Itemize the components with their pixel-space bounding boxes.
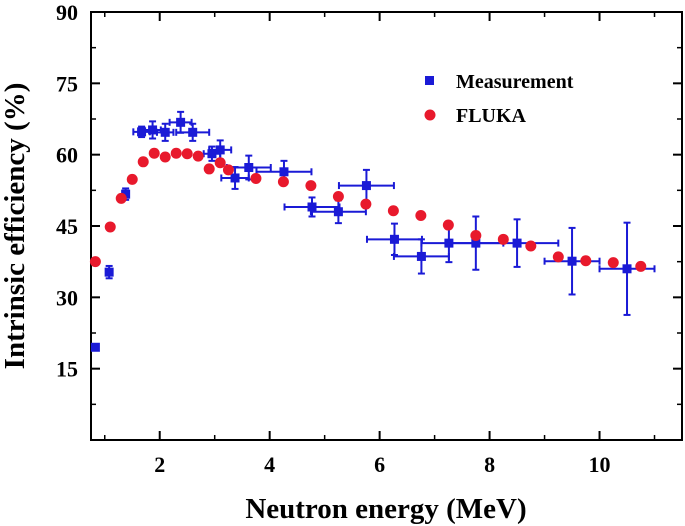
fluka-point <box>470 230 482 242</box>
y-axis-title: Intrinsic efficiency (%) <box>0 83 31 370</box>
measurement-point <box>215 145 225 155</box>
legend-measurement-marker <box>425 76 434 85</box>
legend-fluka-marker <box>424 109 436 121</box>
measurement-point <box>244 163 254 173</box>
y-tick-label: 60 <box>56 143 78 168</box>
fluka-point <box>159 151 171 163</box>
legend-measurement-label: Measurement <box>456 71 574 93</box>
fluka-point <box>137 156 149 168</box>
y-tick-label: 75 <box>56 71 78 96</box>
measurement-point <box>444 238 454 248</box>
fluka-point <box>497 233 509 245</box>
measurement-point <box>137 127 147 137</box>
fluka-point <box>415 210 427 222</box>
fluka-point <box>442 219 454 231</box>
fluka-point <box>192 150 204 162</box>
measurement-point <box>416 251 426 261</box>
fluka-point <box>580 255 592 267</box>
measurement-point <box>176 117 186 127</box>
y-tick-label: 15 <box>56 357 78 382</box>
data-markers <box>89 117 647 352</box>
y-tick-label: 45 <box>56 214 78 239</box>
x-tick-label: 8 <box>484 452 495 477</box>
y-tick-label: 90 <box>56 0 78 25</box>
fluka-point <box>552 251 564 263</box>
axis-ticks <box>91 11 682 440</box>
fluka-point <box>525 240 537 252</box>
measurement-point <box>90 342 100 352</box>
fluka-point <box>277 176 289 188</box>
fluka-point <box>332 191 344 203</box>
fluka-point <box>250 172 262 184</box>
x-tick-label: 4 <box>264 452 275 477</box>
y-tick-labels: 15 30 45 60 75 90 <box>56 0 78 382</box>
measurement-point <box>512 238 522 248</box>
fluka-point <box>126 173 138 185</box>
measurement-point <box>622 264 632 274</box>
plot-frame <box>90 11 683 441</box>
measurement-point <box>279 167 289 177</box>
measurement-point <box>307 202 317 212</box>
measurement-point <box>207 149 217 159</box>
measurement-point <box>148 125 158 135</box>
measurement-point <box>567 256 577 266</box>
measurement-point <box>389 234 399 244</box>
fluka-point <box>360 198 372 210</box>
fluka-point <box>170 147 182 159</box>
measurement-point <box>188 127 198 137</box>
error-bars <box>91 110 656 351</box>
fluka-point <box>305 180 317 192</box>
fluka-point <box>104 221 116 233</box>
fluka-point <box>222 164 234 176</box>
measurement-point <box>160 127 170 137</box>
measurement-point <box>121 189 131 199</box>
x-tick-labels: 2 4 6 8 10 <box>154 452 610 477</box>
measurement-point <box>361 181 371 191</box>
fluka-point <box>89 256 101 268</box>
legend: Measurement FLUKA <box>424 71 574 127</box>
measurement-point <box>471 238 481 248</box>
x-tick-label: 10 <box>589 452 611 477</box>
fluka-point <box>635 260 647 272</box>
fluka-point <box>387 205 399 217</box>
x-tick-label: 2 <box>154 452 165 477</box>
measurement-point <box>230 173 240 183</box>
measurement-point <box>104 267 114 277</box>
fluka-point <box>607 257 619 269</box>
measurement-point <box>333 207 343 217</box>
y-tick-label: 30 <box>56 285 78 310</box>
fluka-point <box>203 163 215 175</box>
legend-fluka-label: FLUKA <box>456 105 527 127</box>
fluka-point <box>181 148 193 160</box>
fluka-point <box>115 192 127 204</box>
fluka-point <box>148 147 160 159</box>
x-axis-title: Neutron energy (MeV) <box>245 493 526 525</box>
fluka-point <box>214 157 226 169</box>
x-tick-label: 6 <box>374 452 385 477</box>
